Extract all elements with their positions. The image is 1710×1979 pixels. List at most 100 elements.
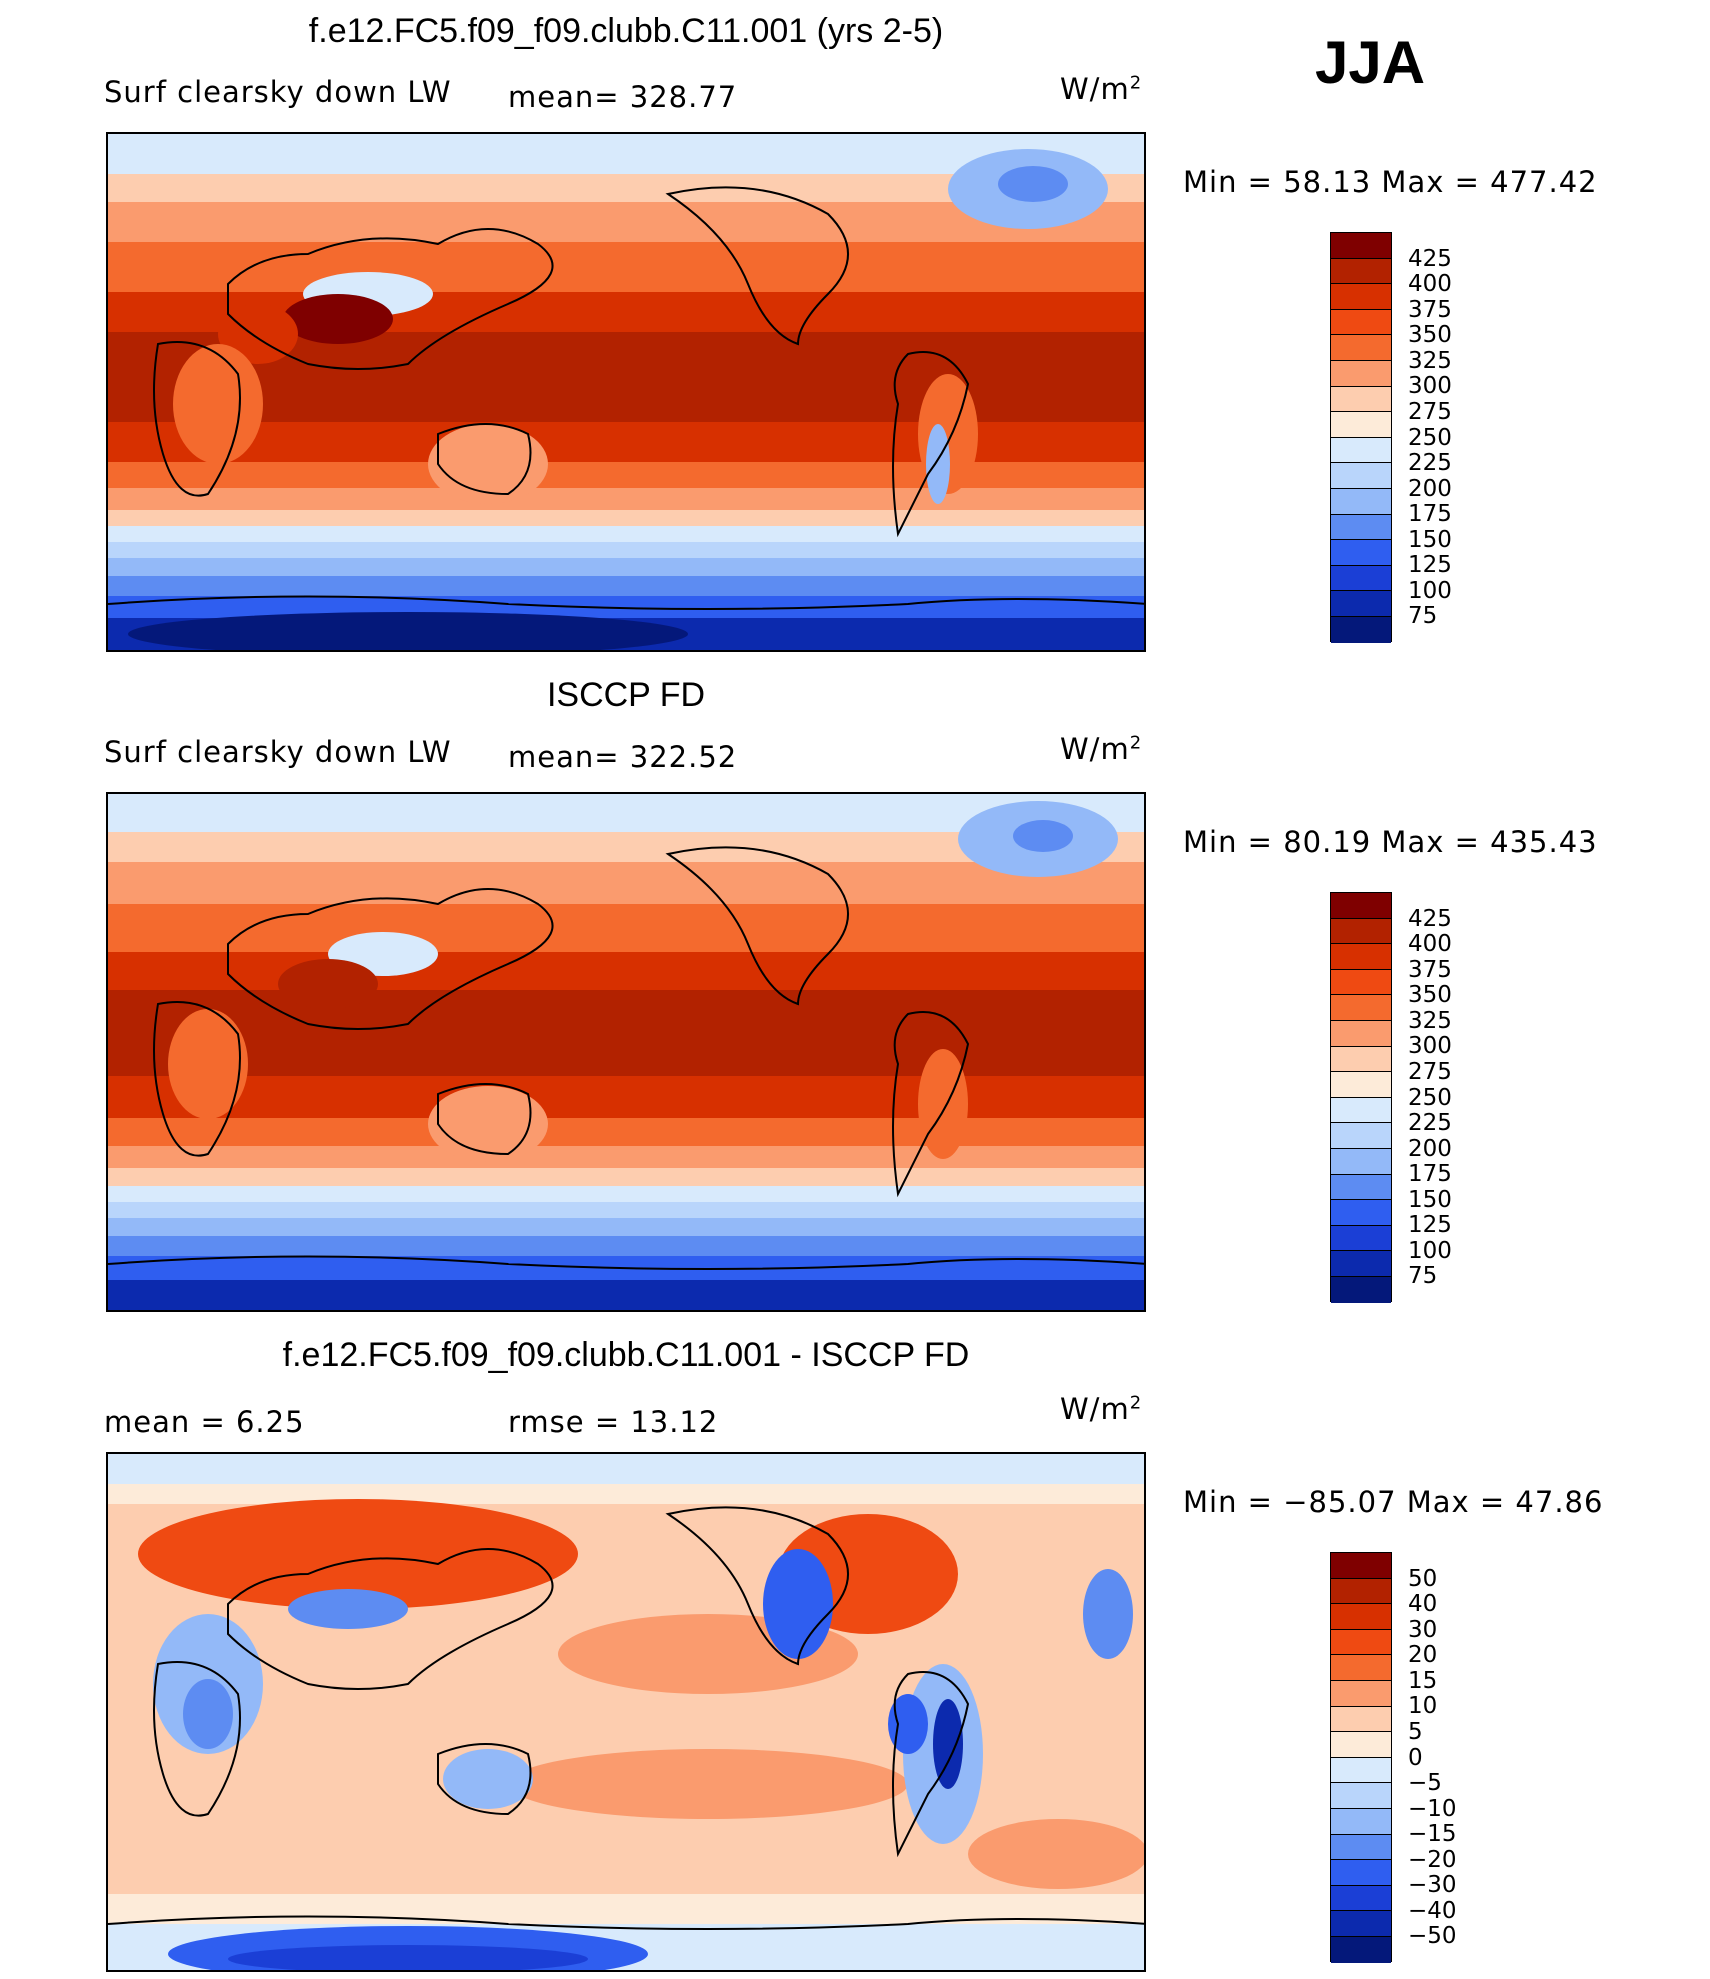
- colorbar-2-seg-16: [1331, 1276, 1391, 1303]
- panel-2-colorbar: [1330, 892, 1392, 1303]
- colorbar-2-label: 350: [1408, 982, 1452, 1008]
- colorbar-1-label: 175: [1408, 501, 1452, 527]
- colorbar-1-seg-5: [1331, 335, 1391, 361]
- colorbar-1-label: 125: [1408, 552, 1452, 578]
- colorbar-2-label: 225: [1408, 1110, 1452, 1136]
- colorbar-1-label: 150: [1408, 527, 1452, 553]
- panel-1-variable-label: Surf clearsky down LW: [104, 75, 452, 109]
- colorbar-2-label: 150: [1408, 1187, 1452, 1213]
- colorbar-3-seg-2: [1331, 1578, 1391, 1605]
- colorbar-3-seg-14: [1331, 1885, 1391, 1912]
- colorbar-2-label: 125: [1408, 1212, 1452, 1238]
- colorbar-3-seg-3: [1331, 1604, 1391, 1630]
- colorbar-1-seg-3: [1331, 284, 1391, 310]
- colorbar-1-label: 225: [1408, 450, 1452, 476]
- season-label: JJA: [1315, 29, 1426, 96]
- panel-3-map: [106, 1452, 1146, 1972]
- colorbar-2-seg-1: [1331, 893, 1391, 919]
- colorbar-3-label: 50: [1408, 1566, 1438, 1592]
- panel-3-rmse-label: rmse = 13.12: [508, 1405, 719, 1439]
- colorbar-3-label: 15: [1408, 1668, 1438, 1694]
- colorbar-3-seg-10: [1331, 1783, 1391, 1809]
- colorbar-1-label: 75: [1408, 603, 1438, 629]
- colorbar-2-seg-14: [1331, 1225, 1391, 1252]
- panel-2-map: [106, 792, 1146, 1312]
- colorbar-1-label: 275: [1408, 399, 1452, 425]
- colorbar-3-label: −20: [1408, 1847, 1457, 1873]
- colorbar-3-seg-6: [1331, 1680, 1391, 1707]
- colorbar-3-seg-11: [1331, 1808, 1391, 1835]
- colorbar-1-label: 250: [1408, 425, 1452, 451]
- colorbar-1-seg-9: [1331, 437, 1391, 464]
- colorbar-2-seg-2: [1331, 918, 1391, 945]
- colorbar-2-seg-5: [1331, 995, 1391, 1021]
- panel-2-map-svg: [108, 794, 1144, 1310]
- panel-1-units: W/m2: [1060, 72, 1142, 106]
- panel-1-map: [106, 132, 1146, 652]
- colorbar-2-seg-4: [1331, 969, 1391, 996]
- colorbar-3-seg-8: [1331, 1732, 1391, 1758]
- colorbar-1-label: 200: [1408, 476, 1452, 502]
- units-base: W/m: [1060, 1392, 1130, 1426]
- panel-1-map-svg: [108, 134, 1144, 650]
- panel-1-minmax: Min = 58.13 Max = 477.42: [1183, 165, 1598, 199]
- colorbar-2-label: 75: [1408, 1263, 1438, 1289]
- colorbar-1-seg-13: [1331, 540, 1391, 566]
- colorbar-2-seg-6: [1331, 1020, 1391, 1047]
- colorbar-2-seg-8: [1331, 1072, 1391, 1098]
- colorbar-3-label: 20: [1408, 1642, 1438, 1668]
- colorbar-1-seg-6: [1331, 360, 1391, 387]
- panel-3-units: W/m2: [1060, 1392, 1142, 1426]
- colorbar-1-seg-2: [1331, 258, 1391, 285]
- colorbar-3-label: −15: [1408, 1821, 1457, 1847]
- units-base: W/m: [1060, 732, 1130, 766]
- colorbar-1-label: 300: [1408, 373, 1452, 399]
- colorbar-1-seg-12: [1331, 514, 1391, 541]
- colorbar-2-seg-11: [1331, 1148, 1391, 1175]
- colorbar-1-seg-11: [1331, 488, 1391, 515]
- panel-3-mean-label: mean = 6.25: [104, 1405, 305, 1439]
- panel-3-colorbar: [1330, 1552, 1392, 1963]
- colorbar-2-label: 175: [1408, 1161, 1452, 1187]
- panel-2-minmax: Min = 80.19 Max = 435.43: [1183, 825, 1598, 859]
- colorbar-3-seg-9: [1331, 1757, 1391, 1784]
- colorbar-1-seg-7: [1331, 386, 1391, 413]
- colorbar-3-seg-1: [1331, 1553, 1391, 1579]
- panel-2-variable-label: Surf clearsky down LW: [104, 735, 452, 769]
- colorbar-3-label: −40: [1408, 1898, 1457, 1924]
- colorbar-3-seg-15: [1331, 1911, 1391, 1937]
- colorbar-2-label: 100: [1408, 1238, 1452, 1264]
- panel-1-title: f.e12.FC5.f09_f09.clubb.C11.001 (yrs 2-5…: [308, 12, 944, 50]
- colorbar-2-label: 300: [1408, 1033, 1452, 1059]
- units-exponent: 2: [1129, 72, 1143, 94]
- colorbar-3-label: 30: [1408, 1617, 1438, 1643]
- colorbar-3-label: −10: [1408, 1796, 1457, 1822]
- colorbar-1-label: 400: [1408, 271, 1452, 297]
- units-base: W/m: [1060, 72, 1130, 106]
- colorbar-1-seg-15: [1331, 591, 1391, 617]
- colorbar-2-seg-10: [1331, 1123, 1391, 1149]
- colorbar-3-label: 0: [1408, 1745, 1423, 1771]
- colorbar-2-seg-7: [1331, 1046, 1391, 1073]
- colorbar-1-label: 100: [1408, 578, 1452, 604]
- colorbar-3-label: 5: [1408, 1719, 1423, 1745]
- colorbar-1-label: 375: [1408, 297, 1452, 323]
- colorbar-1-seg-8: [1331, 412, 1391, 438]
- panel-3-title: f.e12.FC5.f09_f09.clubb.C11.001 - ISCCP …: [282, 1336, 970, 1374]
- colorbar-2-label: 400: [1408, 931, 1452, 957]
- colorbar-1-label: 325: [1408, 348, 1452, 374]
- colorbar-2-seg-3: [1331, 944, 1391, 970]
- colorbar-3-seg-7: [1331, 1706, 1391, 1733]
- colorbar-3-label: −50: [1408, 1923, 1457, 1949]
- colorbar-3-seg-12: [1331, 1834, 1391, 1861]
- colorbar-2-label: 325: [1408, 1008, 1452, 1034]
- panel-1-colorbar: [1330, 232, 1392, 643]
- colorbar-1-seg-10: [1331, 463, 1391, 489]
- colorbar-1-seg-4: [1331, 309, 1391, 336]
- colorbar-2-seg-15: [1331, 1251, 1391, 1277]
- colorbar-1-seg-16: [1331, 616, 1391, 643]
- colorbar-2-label: 275: [1408, 1059, 1452, 1085]
- colorbar-3-label: 40: [1408, 1591, 1438, 1617]
- colorbar-1-label: 350: [1408, 322, 1452, 348]
- colorbar-2-label: 200: [1408, 1136, 1452, 1162]
